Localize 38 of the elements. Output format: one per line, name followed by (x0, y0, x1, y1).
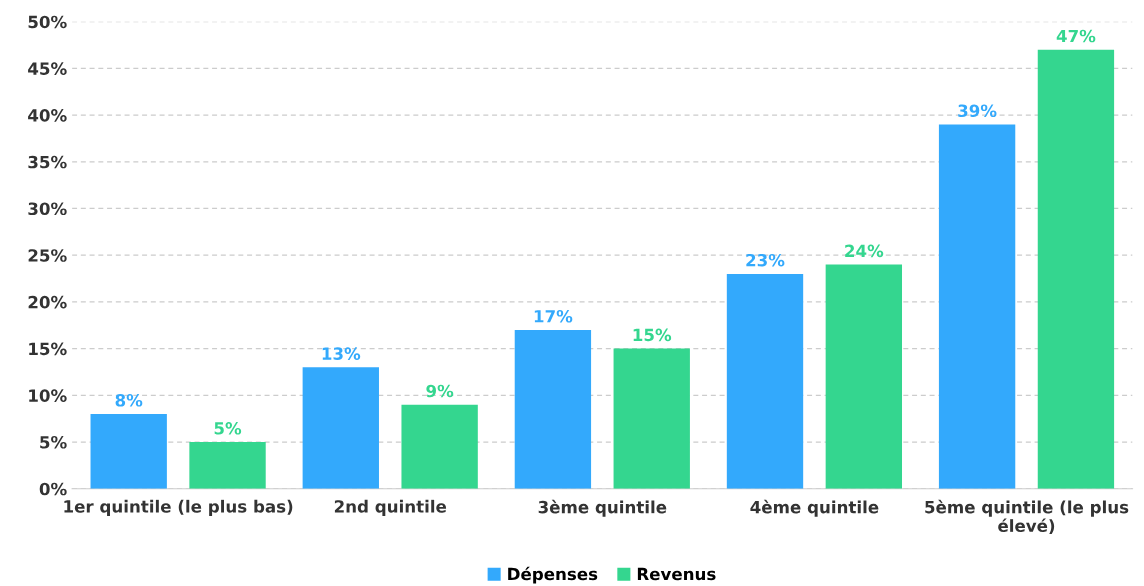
y-tick-label: 50% (28, 15, 67, 29)
x-tick-label: 4ème quintile (750, 499, 879, 517)
data-label: 17% (534, 309, 573, 323)
data-label: 5% (214, 422, 242, 435)
x-tick-label: 2nd quintile (334, 499, 447, 516)
data-label: 13% (322, 347, 361, 360)
bar (514, 329, 592, 489)
y-tick-label: 0% (39, 482, 67, 496)
y-tick-label: 20% (28, 295, 67, 309)
y-tick-label: 25% (28, 249, 67, 262)
bar (189, 442, 266, 489)
bar (938, 124, 1016, 489)
x-tick-label: 5ème quintile (le plus élevé) (925, 499, 1129, 535)
bar (613, 348, 690, 489)
y-tick-label: 10% (29, 389, 67, 402)
y-tick-label: 35% (28, 155, 67, 169)
data-label: 47% (1056, 29, 1096, 43)
y-tick-label: 5% (40, 435, 67, 449)
bar (90, 414, 167, 489)
data-label: 9% (426, 384, 454, 398)
bar (825, 264, 903, 489)
legend-label: Revenus (637, 567, 716, 581)
data-label: 15% (633, 328, 672, 342)
x-tick-label: 3ème quintile (538, 499, 667, 517)
y-tick-label: 40% (28, 109, 67, 122)
bar (302, 367, 379, 489)
data-label: 8% (115, 393, 143, 407)
bar (1037, 49, 1115, 489)
data-label: 24% (845, 244, 884, 258)
bar (726, 273, 804, 489)
data-label: 23% (746, 253, 785, 267)
x-tick-label: 1er quintile (le plus bas) (64, 499, 293, 516)
y-tick-label: 15% (29, 342, 67, 356)
y-tick-label: 30% (28, 202, 67, 216)
y-tick-label: 45% (28, 62, 67, 75)
bar (401, 404, 478, 489)
data-label: 39% (958, 104, 997, 118)
legend-label: Dépenses (508, 566, 598, 584)
